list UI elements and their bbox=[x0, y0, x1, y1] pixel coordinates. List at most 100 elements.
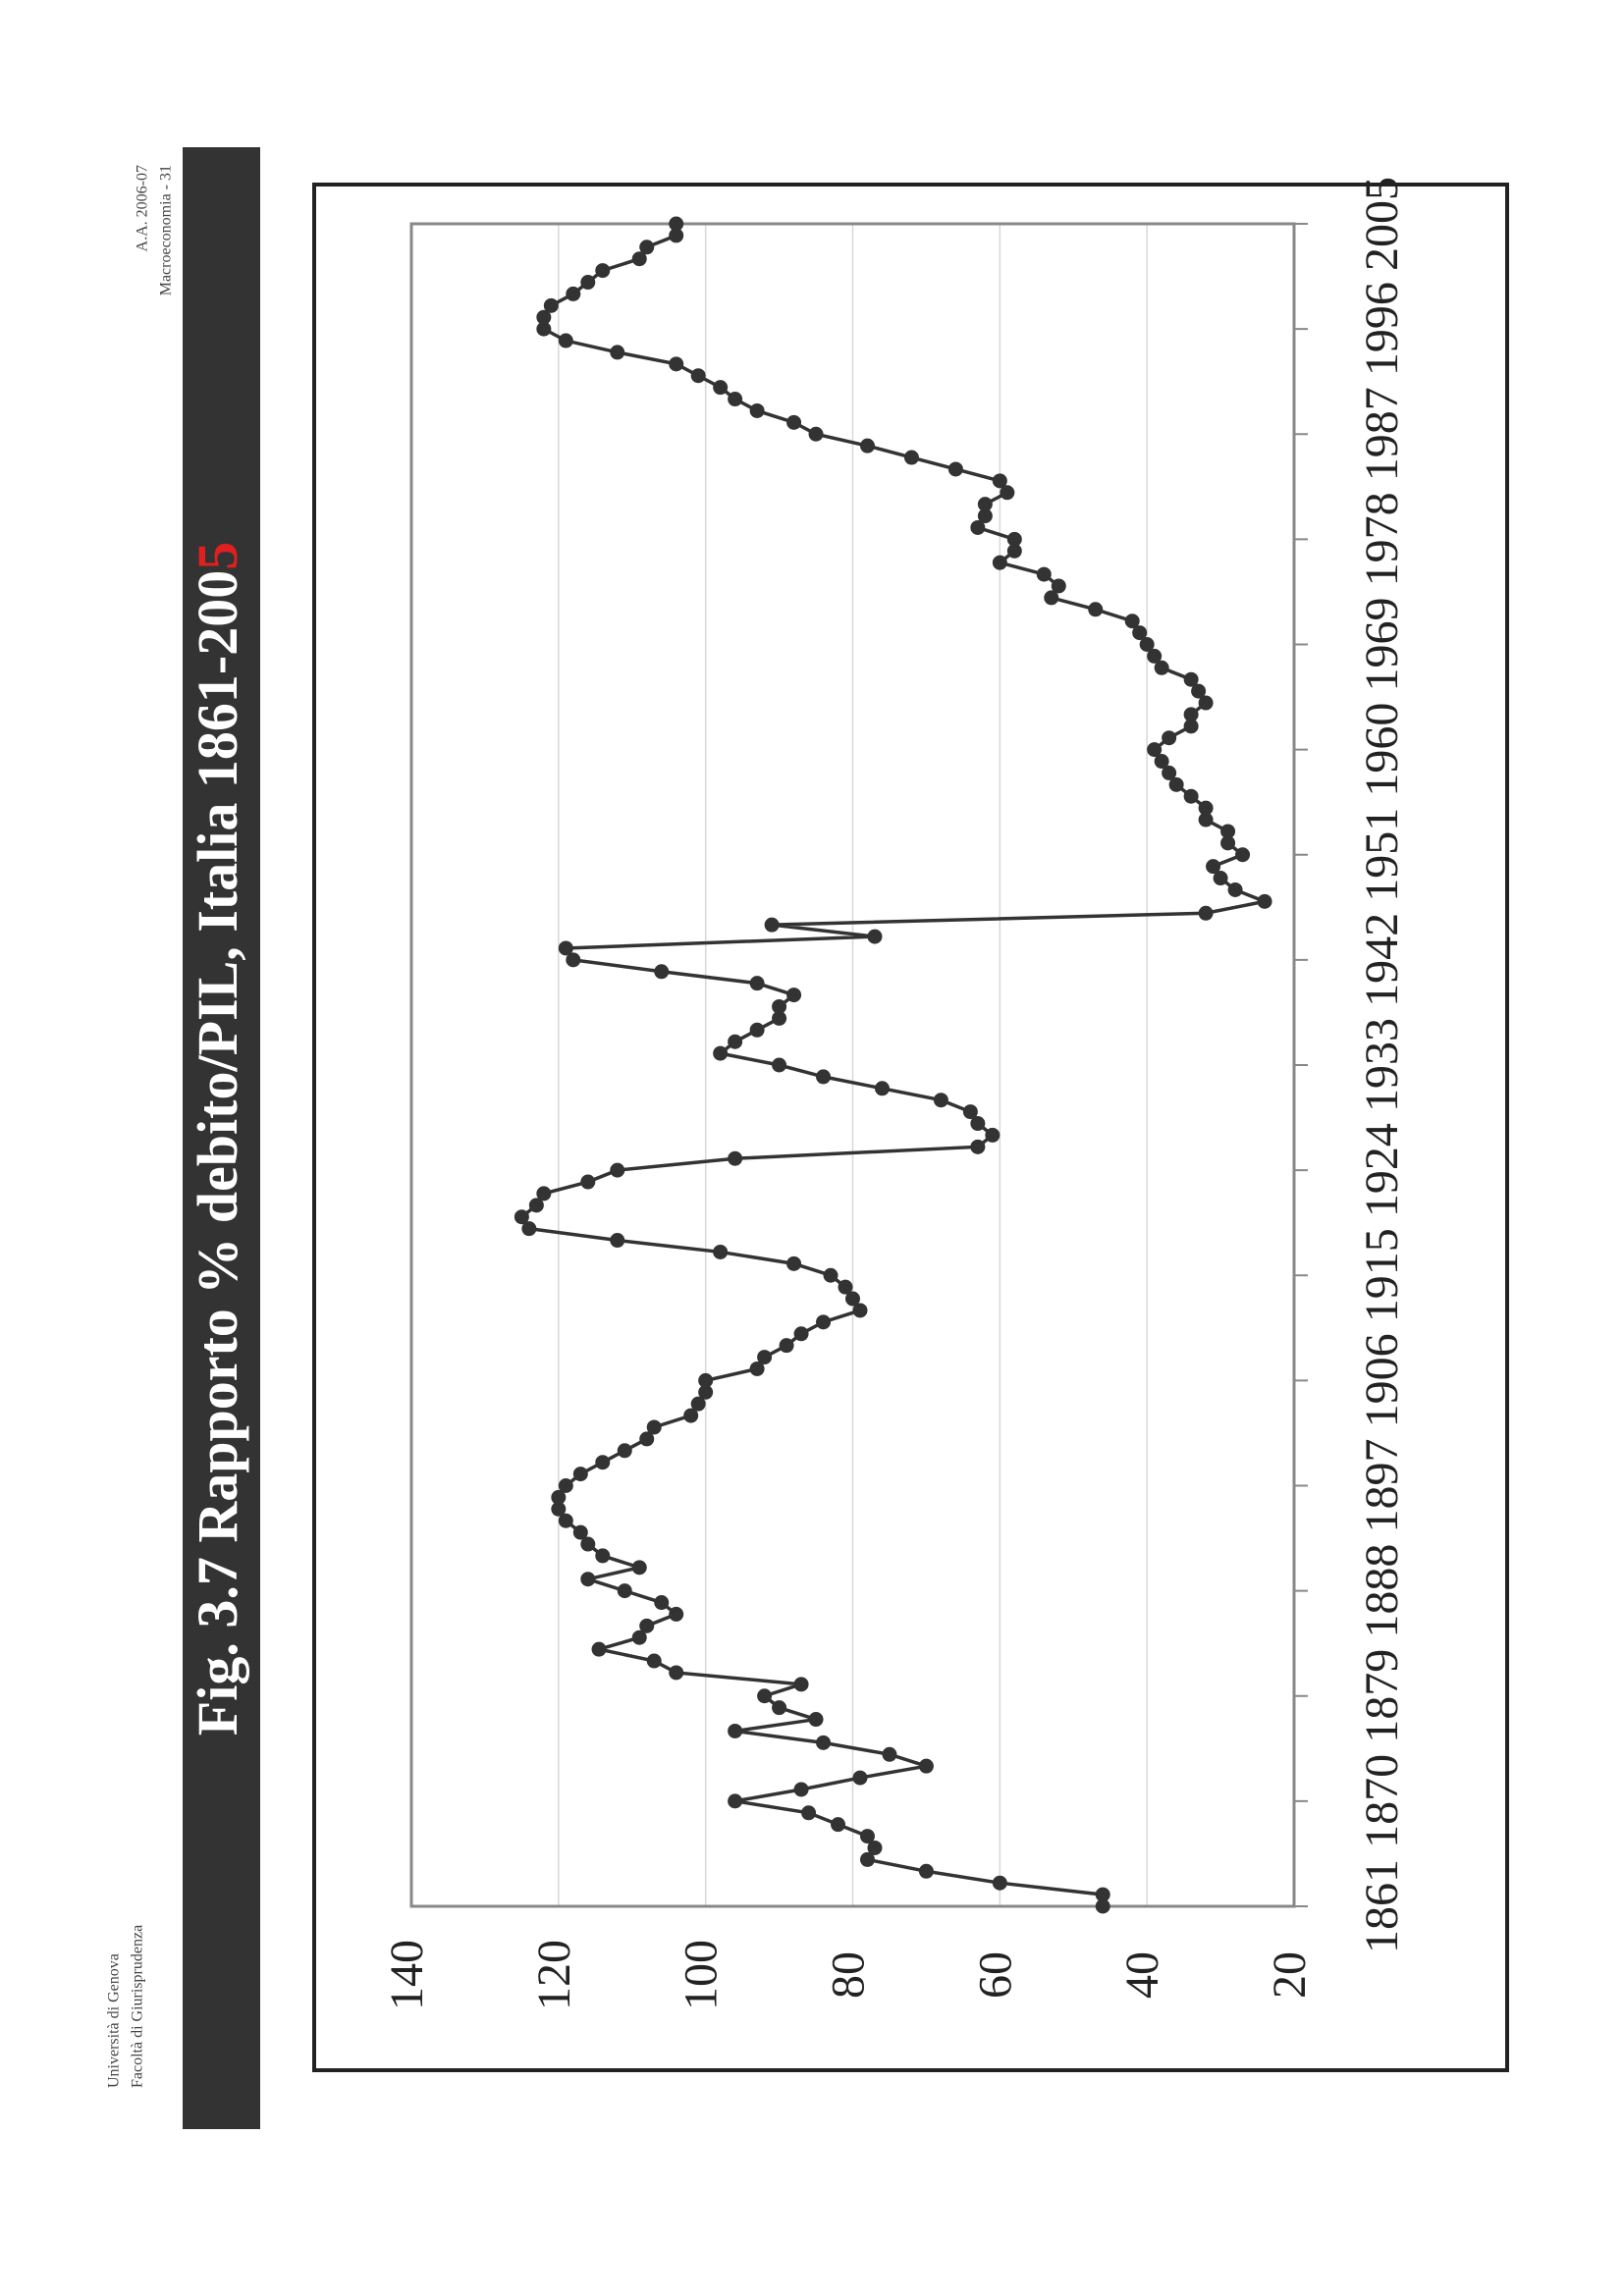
data-point bbox=[1006, 531, 1022, 547]
data-point bbox=[1132, 625, 1148, 641]
y-tick-label: 120 bbox=[528, 1940, 580, 2010]
data-point bbox=[757, 1688, 773, 1704]
data-point bbox=[786, 988, 802, 1003]
x-tick-label: 1942 bbox=[1356, 913, 1408, 1007]
y-tick-label: 100 bbox=[676, 1940, 728, 2010]
title-bar bbox=[183, 147, 260, 2129]
data-point bbox=[845, 1291, 860, 1307]
data-point bbox=[867, 929, 883, 944]
data-point bbox=[1154, 754, 1169, 770]
data-point bbox=[728, 392, 743, 407]
data-point bbox=[1154, 660, 1169, 675]
data-point bbox=[962, 1104, 978, 1120]
data-point bbox=[558, 1513, 573, 1528]
data-point bbox=[595, 263, 611, 279]
data-point bbox=[698, 1372, 714, 1388]
data-point bbox=[977, 497, 993, 512]
data-point bbox=[728, 1793, 743, 1809]
data-point bbox=[749, 402, 765, 418]
x-tick-label: 1987 bbox=[1356, 387, 1408, 481]
data-point bbox=[669, 1606, 684, 1622]
data-point bbox=[764, 917, 780, 933]
y-tick-label: 60 bbox=[969, 1951, 1021, 1999]
data-point bbox=[816, 1069, 832, 1085]
data-point bbox=[852, 1770, 868, 1786]
data-point bbox=[1088, 602, 1104, 617]
data-point bbox=[1162, 765, 1177, 780]
data-point bbox=[654, 1595, 670, 1611]
data-point bbox=[580, 1174, 596, 1190]
data-point bbox=[646, 1419, 662, 1435]
data-point bbox=[779, 1338, 794, 1354]
data-point bbox=[1051, 578, 1066, 594]
data-point bbox=[558, 940, 573, 956]
data-point bbox=[970, 1139, 986, 1154]
data-point bbox=[690, 368, 706, 384]
data-point bbox=[654, 964, 670, 980]
data-point bbox=[1168, 776, 1184, 792]
data-point bbox=[786, 1255, 802, 1271]
data-point bbox=[1183, 707, 1199, 722]
x-tick-label: 1960 bbox=[1356, 703, 1408, 797]
data-point bbox=[1000, 485, 1015, 501]
data-point bbox=[713, 1244, 729, 1259]
data-point bbox=[970, 519, 986, 535]
header-faculty: Facoltà di Giurisprudenza bbox=[130, 1925, 146, 2088]
x-tick-label: 1933 bbox=[1356, 1018, 1408, 1112]
data-point bbox=[1044, 590, 1059, 606]
data-point bbox=[580, 275, 596, 291]
data-point bbox=[683, 1408, 699, 1423]
data-point bbox=[572, 1467, 588, 1482]
x-tick-label: 1861 bbox=[1356, 1859, 1408, 1953]
data-point bbox=[918, 1758, 934, 1774]
x-tick-label: 1924 bbox=[1356, 1123, 1408, 1217]
data-point bbox=[1198, 812, 1214, 828]
data-point bbox=[1257, 893, 1272, 909]
data-point bbox=[713, 380, 729, 396]
data-point bbox=[1235, 847, 1251, 863]
data-point bbox=[591, 1641, 607, 1657]
data-point bbox=[903, 450, 919, 465]
data-point bbox=[536, 321, 552, 337]
data-point bbox=[816, 1735, 832, 1750]
data-point bbox=[918, 1863, 934, 1879]
chart-frame bbox=[312, 183, 1509, 2072]
data-point bbox=[566, 286, 581, 301]
data-point bbox=[947, 461, 963, 477]
data-point bbox=[1147, 648, 1163, 664]
data-point bbox=[1095, 1898, 1110, 1914]
data-point bbox=[757, 1350, 773, 1365]
data-line bbox=[519, 224, 1271, 1906]
data-point bbox=[786, 414, 802, 430]
data-point bbox=[558, 333, 573, 348]
data-point bbox=[1220, 835, 1236, 851]
data-point bbox=[1191, 683, 1207, 699]
data-point bbox=[669, 228, 684, 243]
data-point bbox=[514, 1209, 529, 1225]
data-point bbox=[933, 1093, 948, 1108]
data-point bbox=[1198, 695, 1214, 711]
data-point bbox=[772, 1057, 787, 1073]
data-point bbox=[859, 1829, 875, 1844]
data-point bbox=[1198, 905, 1214, 921]
data-point bbox=[536, 309, 552, 325]
data-point bbox=[669, 1665, 684, 1681]
data-point bbox=[1206, 859, 1221, 875]
data-point bbox=[639, 1618, 655, 1633]
data-point bbox=[639, 240, 655, 255]
data-point bbox=[801, 1805, 817, 1821]
data-point bbox=[580, 1536, 596, 1552]
header-course: Macroeconomia - 31 bbox=[158, 165, 175, 295]
data-point bbox=[808, 426, 824, 442]
data-point bbox=[749, 976, 765, 991]
x-tick-label: 1978 bbox=[1356, 492, 1408, 586]
data-point bbox=[580, 1572, 596, 1587]
data-point bbox=[617, 1583, 632, 1599]
x-tick-label: 1906 bbox=[1356, 1333, 1408, 1427]
data-point bbox=[1198, 800, 1214, 816]
x-tick-label: 1870 bbox=[1356, 1754, 1408, 1848]
data-point bbox=[838, 1279, 853, 1295]
data-point bbox=[816, 1314, 832, 1330]
data-point bbox=[852, 1303, 868, 1318]
